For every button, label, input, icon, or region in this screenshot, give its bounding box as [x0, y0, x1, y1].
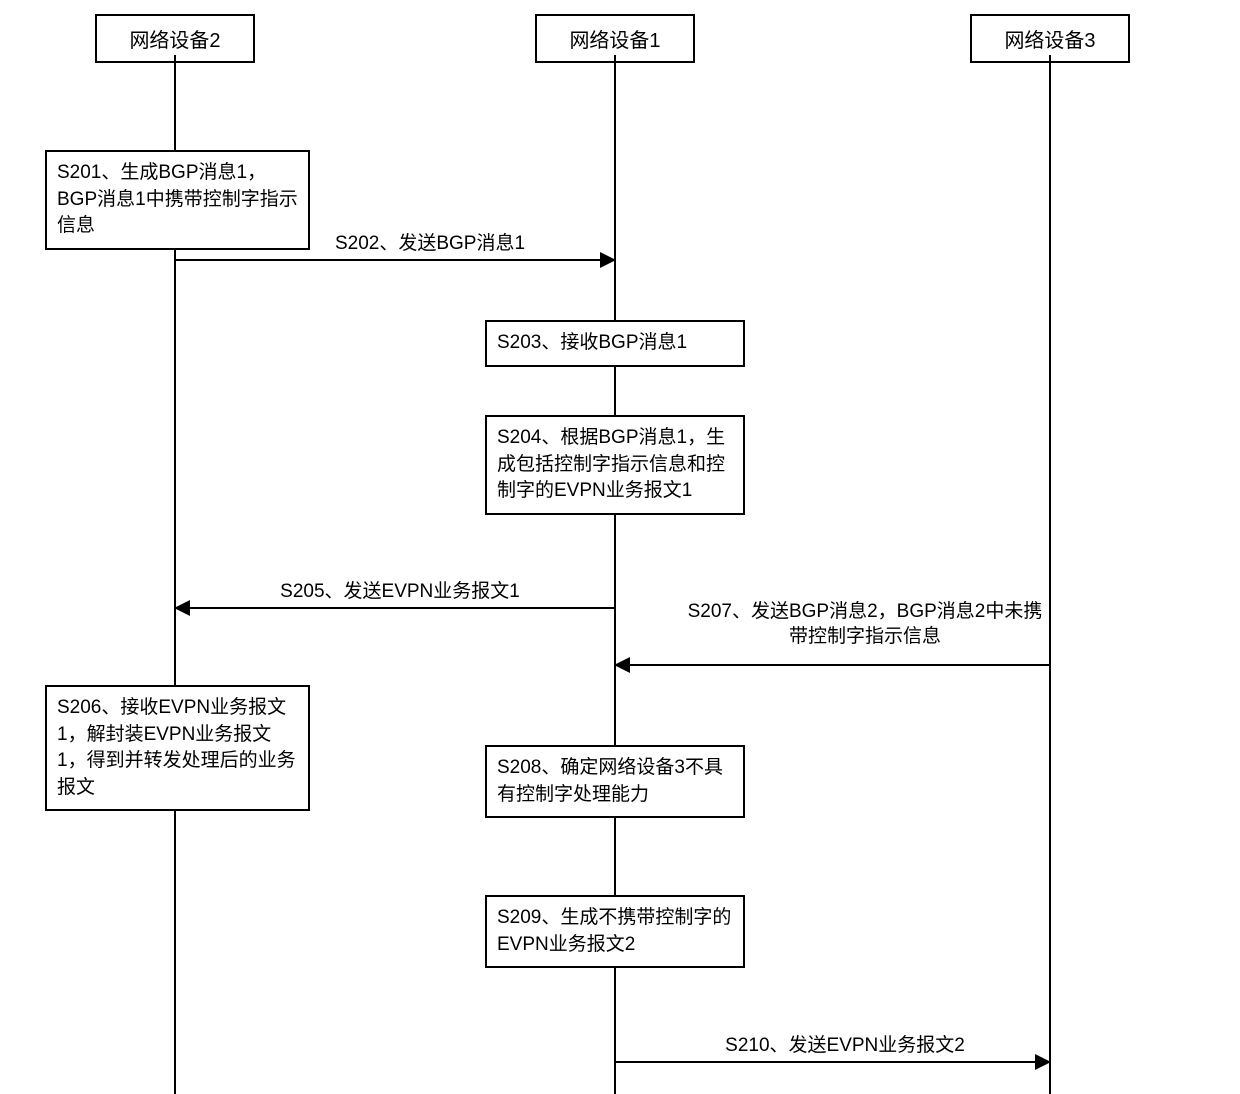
- participant-label: 网络设备2: [129, 30, 220, 52]
- lifeline-dev3: [1049, 55, 1051, 1094]
- step-s201: S201、生成BGP消息1，BGP消息1中携带控制字指示信息: [45, 150, 310, 250]
- step-s206: S206、接收EVPN业务报文1，解封装EVPN业务报文1，得到并转发处理后的业…: [45, 685, 310, 811]
- msg-label-s205: S205、发送EVPN业务报文1: [225, 580, 575, 605]
- msg-label-s207: S207、发送BGP消息2，BGP消息2中未携带控制字指示信息: [685, 600, 1045, 649]
- arrowhead-s202: [600, 252, 616, 268]
- arrowhead-s205: [174, 600, 190, 616]
- step-text: S206、接收EVPN业务报文1，解封装EVPN业务报文1，得到并转发处理后的业…: [57, 697, 296, 798]
- arrow-s207: [625, 664, 1050, 666]
- arrow-s210: [615, 1061, 1040, 1063]
- step-s208: S208、确定网络设备3不具有控制字处理能力: [485, 745, 745, 818]
- arrow-s202: [175, 259, 605, 261]
- sequence-diagram: 网络设备2 网络设备1 网络设备3 S201、生成BGP消息1，BGP消息1中携…: [0, 0, 1240, 1094]
- msg-text: S210、发送EVPN业务报文2: [725, 1035, 965, 1056]
- step-text: S209、生成不携带控制字的EVPN业务报文2: [497, 907, 731, 955]
- arrowhead-s210: [1035, 1054, 1051, 1070]
- msg-text: S205、发送EVPN业务报文1: [280, 581, 520, 602]
- msg-label-s210: S210、发送EVPN业务报文2: [670, 1034, 1020, 1059]
- step-s203: S203、接收BGP消息1: [485, 320, 745, 367]
- participant-label: 网络设备1: [569, 30, 660, 52]
- arrow-s205: [185, 607, 615, 609]
- arrowhead-s207: [614, 657, 630, 673]
- step-s204: S204、根据BGP消息1，生成包括控制字指示信息和控制字的EVPN业务报文1: [485, 415, 745, 515]
- step-text: S204、根据BGP消息1，生成包括控制字指示信息和控制字的EVPN业务报文1: [497, 427, 725, 501]
- step-text: S208、确定网络设备3不具有控制字处理能力: [497, 757, 723, 805]
- msg-label-s202: S202、发送BGP消息1: [280, 232, 580, 257]
- step-text: S201、生成BGP消息1，BGP消息1中携带控制字指示信息: [57, 162, 298, 236]
- step-text: S203、接收BGP消息1: [497, 332, 687, 353]
- step-s209: S209、生成不携带控制字的EVPN业务报文2: [485, 895, 745, 968]
- msg-text: S202、发送BGP消息1: [335, 233, 525, 254]
- participant-label: 网络设备3: [1004, 30, 1095, 52]
- msg-text: S207、发送BGP消息2，BGP消息2中未携带控制字指示信息: [688, 601, 1043, 647]
